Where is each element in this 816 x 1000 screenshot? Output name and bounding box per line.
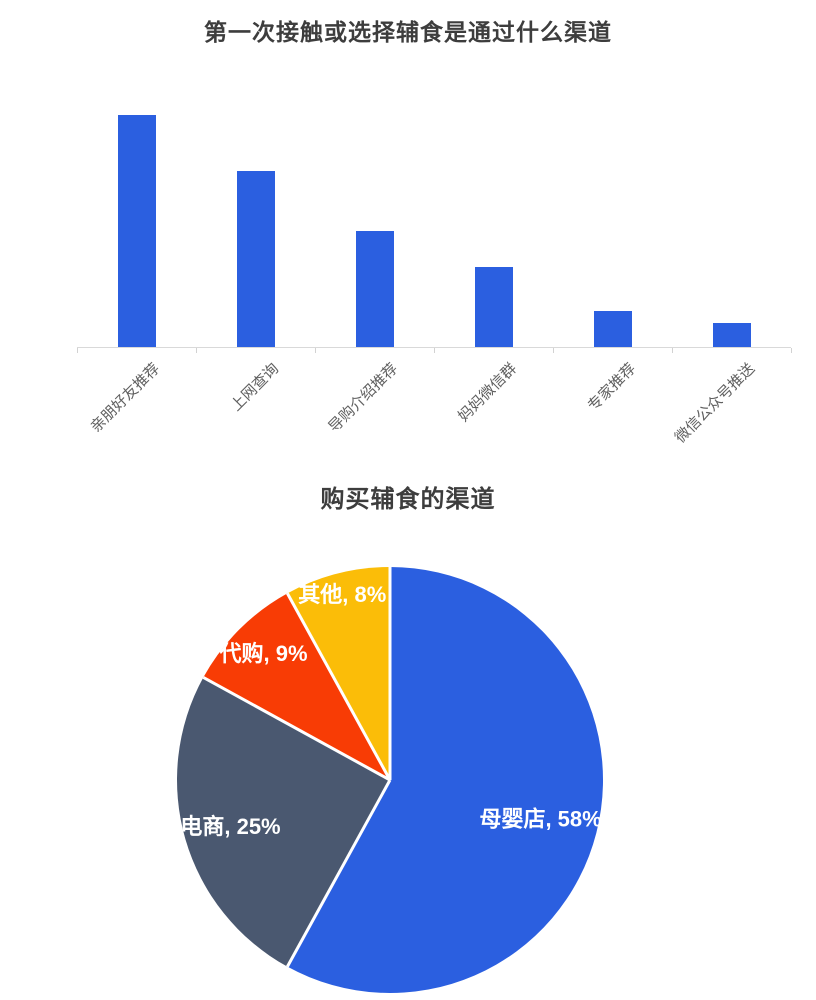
pie-slice-2 bbox=[203, 593, 390, 780]
x-axis-tick bbox=[672, 348, 673, 353]
bar-0 bbox=[117, 115, 156, 347]
x-axis-line bbox=[77, 347, 791, 348]
x-axis-tick bbox=[434, 348, 435, 353]
bar-category-label: 妈妈微信群 bbox=[454, 360, 520, 426]
bar-chart: 亲朋好友推荐 上网查询 导购介绍推荐 妈妈微信群 专家推荐 微信公众号推送 bbox=[0, 0, 816, 475]
pie-slice-separator bbox=[202, 676, 391, 782]
x-axis-tick bbox=[196, 348, 197, 353]
bar-4 bbox=[593, 311, 632, 347]
bar-category-label: 微信公众号推送 bbox=[671, 360, 758, 447]
pie-slice-label-1: 电商, 25% bbox=[180, 814, 280, 839]
x-axis-tick bbox=[77, 348, 78, 353]
bar-3 bbox=[474, 267, 513, 347]
x-axis-tick bbox=[315, 348, 316, 353]
pie-chart: 母婴店, 58% 电商, 25% 代购, 9% 其他, 8% bbox=[170, 560, 610, 1000]
bar-2 bbox=[355, 231, 394, 347]
bar-category-label: 导购介绍推荐 bbox=[324, 360, 401, 436]
x-axis-tick bbox=[791, 348, 792, 353]
pie-slice-separator bbox=[286, 779, 392, 968]
bar-1 bbox=[236, 171, 275, 347]
bar-category-label: 亲朋好友推荐 bbox=[86, 360, 163, 436]
bar-category-label: 专家推荐 bbox=[584, 360, 639, 415]
pie-slice-3 bbox=[287, 567, 390, 780]
pie-chart-svg: 母婴店, 58% 电商, 25% 代购, 9% 其他, 8% bbox=[177, 567, 604, 993]
bar-chart-title: 第一次接触或选择辅食是通过什么渠道 bbox=[204, 19, 612, 45]
pie-slice-label-2: 代购, 9% bbox=[218, 641, 307, 666]
pie-slice-separator bbox=[286, 592, 392, 781]
pie-slice-label-0: 母婴店, 58% bbox=[479, 806, 601, 831]
pie-chart-title: 购买辅食的渠道 bbox=[320, 486, 496, 513]
bar-5 bbox=[712, 323, 751, 347]
pie-slice-label-3: 其他, 8% bbox=[298, 582, 386, 607]
x-axis-tick bbox=[553, 348, 554, 353]
pie-slice-1 bbox=[177, 677, 390, 967]
pie-slice-0 bbox=[287, 567, 604, 993]
bar-category-label: 上网查询 bbox=[227, 360, 282, 415]
